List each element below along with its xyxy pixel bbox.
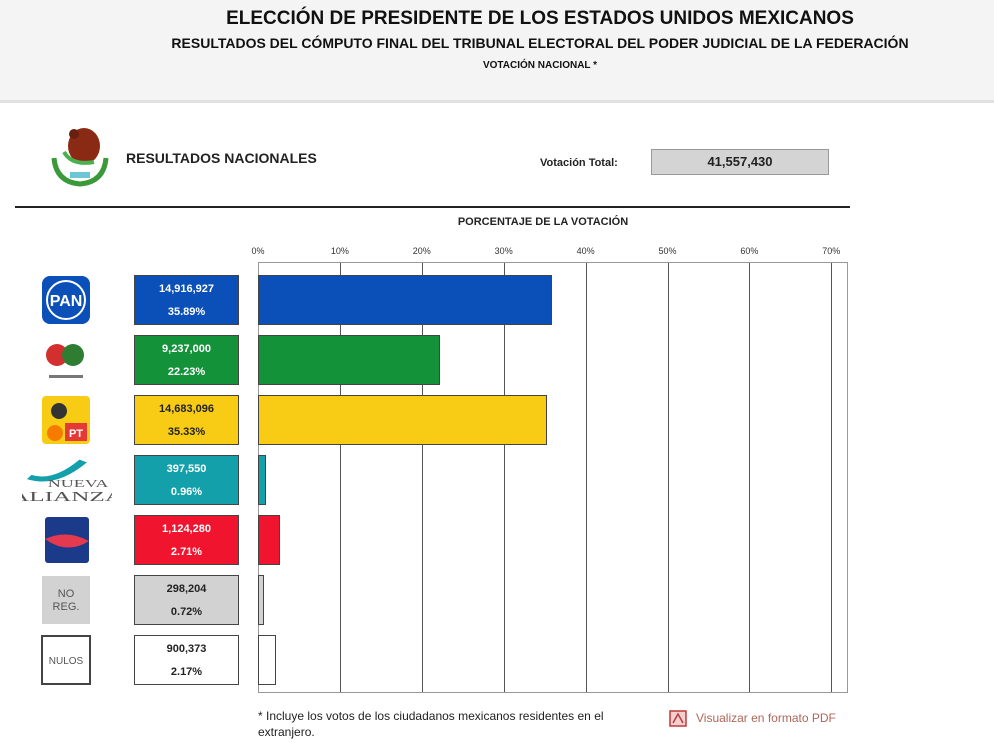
svg-text:NO: NO [58, 588, 75, 600]
svg-text:PT: PT [69, 428, 83, 440]
party-logo-icon: NULOS [41, 635, 91, 685]
gridline [421, 263, 423, 692]
pdf-icon [669, 710, 687, 727]
vote-count: 14,916,927 [158, 283, 215, 295]
chart-title: PORCENTAJE DE LA VOTACIÓN [457, 216, 629, 228]
vote-count-box: 14,916,927 35.89% [134, 275, 239, 325]
bar-4 [258, 515, 281, 565]
vote-count-box: 298,204 0.72% [134, 575, 239, 625]
vote-percent: 35.89% [167, 306, 206, 318]
svg-text:NULOS: NULOS [49, 656, 84, 667]
party-logo-icon: NUEVAALIANZA [11, 455, 123, 505]
party-logo-icon: NO REG. [41, 575, 91, 625]
vote-count: 1,124,280 [162, 523, 211, 535]
x-tick-label: 30% [494, 246, 513, 256]
divider [15, 206, 850, 208]
vote-percent: 2.71% [170, 546, 203, 558]
vote-percent: 0.96% [170, 486, 203, 498]
vote-count: 298,204 [166, 583, 207, 595]
svg-text:NUEVA: NUEVA [48, 479, 109, 490]
svg-text:PAN: PAN [50, 293, 83, 310]
party-logo-icon [41, 335, 91, 385]
bar-3 [258, 455, 266, 505]
pdf-link[interactable]: Visualizar en formato PDF [668, 708, 836, 728]
vote-count-box: 900,373 2.17% [134, 635, 239, 685]
total-votes-value: 41,557,430 [651, 149, 829, 175]
gridline [585, 263, 587, 692]
vote-count-box: 1,124,280 2.71% [134, 515, 239, 565]
party-logo-icon [41, 515, 91, 565]
party-logo-icon: PAN [41, 275, 91, 325]
bar-5 [258, 575, 264, 625]
gridline [339, 263, 341, 692]
section-title: RESULTADOS NACIONALES [126, 150, 317, 166]
scope-label: VOTACIÓN NACIONAL * [482, 60, 598, 71]
page-header: ELECCIÓN DE PRESIDENTE DE LOS ESTADOS UN… [0, 0, 994, 103]
x-tick-label: 60% [740, 246, 759, 256]
footnote: * Incluye los votos de los ciudadanos me… [258, 709, 604, 739]
gridline [831, 263, 833, 692]
gridline [503, 263, 505, 692]
bar-2 [258, 395, 548, 445]
bar-0 [258, 275, 552, 325]
vote-percent: 22.23% [167, 366, 206, 378]
bar-6 [258, 635, 276, 685]
vote-count-box: 397,550 0.96% [134, 455, 239, 505]
vote-count: 9,237,000 [162, 343, 211, 355]
x-tick-label: 10% [330, 246, 349, 256]
chart-plot-area [258, 262, 848, 693]
party-logo-icon: PT [41, 395, 91, 445]
svg-text:ALIANZA: ALIANZA [22, 489, 112, 504]
vote-count-box: 9,237,000 22.23% [134, 335, 239, 385]
vote-count: 900,373 [166, 643, 207, 655]
svg-text:REG.: REG. [53, 601, 80, 613]
total-votes-label: Votación Total: [540, 157, 618, 169]
x-tick-label: 50% [658, 246, 677, 256]
vote-count-box: 14,683,096 35.33% [134, 395, 239, 445]
gridline [749, 263, 751, 692]
mexican-coat-of-arms-icon [51, 128, 109, 187]
x-tick-label: 40% [576, 246, 595, 256]
vote-percent: 2.17% [170, 666, 203, 678]
vote-count: 14,683,096 [158, 403, 215, 415]
bar-1 [258, 335, 441, 385]
page-title: ELECCIÓN DE PRESIDENTE DE LOS ESTADOS UN… [226, 8, 854, 29]
x-tick-label: 0% [251, 246, 265, 256]
pdf-link-label[interactable]: Visualizar en formato PDF [696, 711, 836, 725]
page-subtitle: RESULTADOS DEL CÓMPUTO FINAL DEL TRIBUNA… [171, 35, 909, 51]
vote-count: 397,550 [166, 463, 207, 475]
gridline [667, 263, 669, 692]
x-tick-label: 70% [822, 246, 841, 256]
vote-percent: 35.33% [167, 426, 206, 438]
x-tick-label: 20% [412, 246, 431, 256]
vote-percent: 0.72% [170, 606, 203, 618]
